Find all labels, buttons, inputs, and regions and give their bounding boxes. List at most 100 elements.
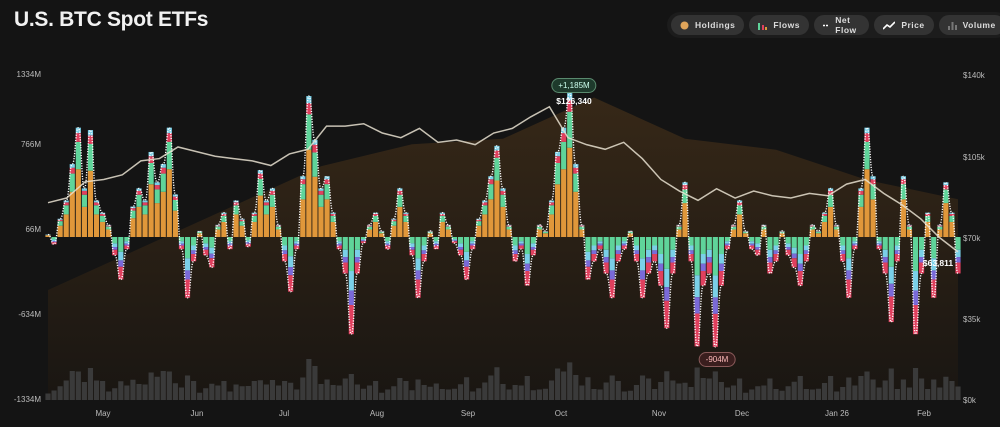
volume-bar (148, 372, 154, 400)
flow-bar (306, 103, 312, 115)
volume-bar (300, 377, 306, 400)
toggle-holdings[interactable]: Holdings (671, 15, 745, 35)
flow-bar (840, 250, 846, 255)
flow-bar (312, 176, 318, 237)
flow-bar (397, 190, 403, 195)
flow-bar (906, 226, 913, 230)
toggle-flows[interactable]: Flows (749, 15, 809, 35)
volume-bar (755, 386, 761, 400)
flow-bar (931, 279, 937, 298)
flow-bar (445, 225, 451, 227)
flow-bar (585, 251, 591, 261)
volume-bar (203, 388, 209, 400)
flow-bar (118, 266, 124, 280)
volume-bar (646, 378, 652, 400)
flow-bar (215, 226, 221, 230)
volume-bar (257, 380, 263, 400)
flow-bar (852, 243, 858, 246)
volume-bar (858, 376, 864, 400)
flow-bar (639, 258, 646, 271)
flow-bar (354, 262, 360, 274)
volume-bar (166, 371, 172, 400)
flow-bar (773, 254, 779, 262)
flow-bar (275, 225, 282, 227)
flow-bar (919, 237, 925, 250)
flow-bar (379, 231, 385, 232)
volume-bar (882, 380, 888, 400)
flow-bar (373, 212, 379, 214)
flow-bar (136, 206, 142, 237)
flow-bar (348, 237, 354, 272)
flow-bar (415, 279, 421, 298)
flow-bar (366, 225, 373, 227)
flow-bar (882, 257, 888, 263)
flow-bar (694, 313, 700, 347)
flow-bar (627, 230, 633, 232)
flow-bar (130, 210, 136, 219)
flow-bar (421, 237, 427, 246)
flow-bar (646, 257, 652, 263)
flow-bar (336, 237, 342, 242)
flow-bar (840, 254, 846, 262)
flow-bar (652, 250, 658, 255)
flow-bar (718, 237, 724, 255)
flow-bar (282, 254, 288, 262)
flow-bar (69, 173, 75, 192)
flow-bar (348, 271, 354, 291)
volume-bar (561, 371, 567, 400)
flow-bar (797, 271, 803, 286)
flow-bar (148, 184, 154, 237)
toggle-price[interactable]: Price (874, 15, 934, 35)
flow-bar (718, 254, 724, 264)
flow-bar (191, 237, 197, 246)
flow-bar (288, 267, 294, 276)
x-axis-tick: Nov (651, 409, 667, 418)
flow-bar (124, 237, 130, 242)
flow-bar (233, 214, 239, 237)
flow-bar (743, 231, 749, 234)
flow-bar (433, 245, 439, 250)
flow-bar (366, 229, 373, 237)
flow-bar (373, 215, 379, 222)
volume-bar (354, 384, 360, 400)
volume-bar (585, 377, 591, 400)
flow-bar (106, 226, 112, 230)
volume-bar (87, 368, 94, 400)
flow-bar (664, 237, 670, 269)
left-axis-tick: 766M (20, 140, 41, 149)
flow-bar (294, 243, 300, 246)
flow-bar (191, 250, 197, 255)
flow-bar (233, 202, 239, 206)
toggle-volume[interactable]: Volume (938, 15, 1000, 35)
flow-bar (457, 247, 464, 250)
flow-bar (803, 237, 809, 246)
toggle-net-flow[interactable]: Net Flow (813, 15, 870, 35)
flow-bar (494, 145, 500, 151)
volume-bar (336, 385, 342, 400)
flow-bar (858, 188, 864, 191)
flow-bar (257, 195, 263, 237)
flow-bar (530, 237, 536, 244)
flow-bar (834, 225, 840, 227)
flow-bar (482, 202, 488, 206)
flow-bar (925, 213, 931, 216)
flow-bar (506, 224, 512, 226)
flow-bar (506, 226, 512, 230)
flow-bar (912, 237, 919, 272)
flow-bar (354, 237, 360, 250)
flow-bar (263, 202, 269, 206)
flow-bar (470, 237, 476, 242)
x-axis-tick: May (95, 409, 111, 418)
volume-bar (670, 380, 676, 400)
x-axis-tick: Aug (369, 409, 385, 418)
flow-bar (670, 262, 676, 274)
flow-bar (282, 250, 288, 255)
flow-bar (136, 190, 142, 195)
flow-bar (852, 245, 858, 250)
flow-bar (900, 176, 906, 180)
flow-bar (518, 237, 524, 242)
flow-bar (821, 212, 828, 214)
flow-bar (342, 249, 348, 258)
volume-bar (348, 374, 354, 400)
flow-bar (700, 237, 706, 255)
